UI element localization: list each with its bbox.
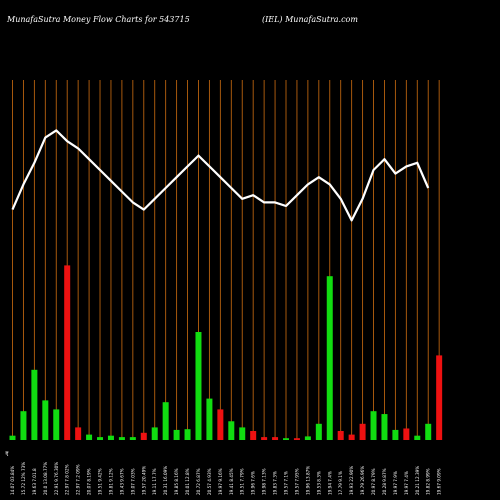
flow-bar — [184, 429, 191, 440]
chart-header-right: (IEL) MunafaSutra.com — [262, 15, 358, 24]
x-tick-label: 19.57 7.95% — [294, 468, 299, 495]
x-tick-label: 19.57 20.49% — [141, 466, 146, 495]
flow-bar — [217, 409, 224, 440]
x-tick-label: 19.81 9.12% — [108, 468, 113, 495]
flow-bar — [86, 434, 93, 440]
x-tick-label: 22.91 9.76.30% — [54, 462, 59, 495]
currency-mark: ₹ — [5, 451, 9, 458]
x-tick-label: 19.85 8.16% — [174, 468, 179, 495]
x-tick-label: 20.97 8.79% — [371, 468, 376, 495]
flow-bar — [206, 398, 213, 440]
flow-bar — [414, 435, 421, 440]
flow-bar — [337, 431, 344, 440]
gridlines — [12, 80, 440, 440]
x-tick-label: 17.79 9.1% — [338, 471, 343, 495]
flow-bar — [107, 435, 114, 440]
x-tick-label: 19.63 7.01.8 — [32, 468, 37, 495]
x-tick-label: 19.96 7.6% — [251, 471, 256, 495]
x-tick-label: 20.07 8.19% — [87, 468, 92, 495]
x-tick-label: 19.82 8.99% — [426, 468, 431, 495]
flow-bar — [326, 276, 333, 440]
x-tick-label: 19.93 22.90% — [349, 466, 354, 495]
flow-bar — [9, 435, 16, 440]
flow-bar — [359, 423, 366, 440]
flow-bar — [140, 432, 147, 440]
x-tick-label: 19.51 7.79% — [240, 468, 245, 495]
flow-bar — [151, 427, 158, 440]
x-tick-label: 19.79 26.96% — [360, 466, 365, 495]
x-tick-label: 19.43 9.67% — [119, 468, 124, 495]
x-tick-label: 19.07 7.03% — [130, 468, 135, 495]
x-tick-label: 19.83 7.3% — [273, 471, 278, 495]
flow-bar — [425, 423, 432, 440]
x-tick-label: 20.0 13.08.77% — [43, 462, 48, 495]
flow-bar — [162, 402, 169, 440]
flow-bar — [370, 411, 377, 440]
x-tick-label: 19.94 7.4% — [327, 471, 332, 495]
x-tick-label: 20.57 4.93% — [207, 468, 212, 495]
x-tick-label: 19.98 7.13% — [262, 468, 267, 495]
flow-bar — [64, 265, 71, 440]
flow-bar — [31, 369, 38, 440]
x-tick-label: 19.96 13.87% — [305, 466, 310, 495]
chart-header-left: MunafaSutra Money Flow Charts for 543715 — [7, 15, 190, 24]
x-tick-label: 19.51 9.42% — [98, 468, 103, 495]
flow-bar — [304, 436, 311, 440]
x-tick-label: 22.97 7.8 02% — [65, 464, 70, 495]
flow-bar — [129, 437, 136, 440]
flow-bar — [42, 400, 49, 440]
flow-bar — [436, 355, 443, 440]
flow-bar — [272, 437, 279, 440]
flow-bars — [9, 265, 443, 440]
flow-bar — [392, 429, 399, 440]
x-tick-label: 20.72 6.87% — [196, 468, 201, 495]
x-tick-label: 19.41 8.45% — [229, 468, 234, 495]
flow-bar — [173, 429, 180, 440]
flow-bar — [293, 438, 300, 440]
x-tick-label: 19.57 7.1% — [284, 471, 289, 495]
x-tick-label: 19.53 8.3% — [316, 471, 321, 495]
x-tick-label: 15.72 12% 73% — [21, 462, 26, 495]
flow-bar — [20, 411, 27, 440]
flow-bar — [348, 434, 355, 440]
flow-bar — [381, 414, 388, 440]
x-tick-label: 14.07 03.84% — [10, 466, 15, 495]
flow-bar — [75, 427, 82, 440]
x-tick-label: 20.31 16.09% — [163, 466, 168, 495]
flow-bar — [228, 421, 235, 440]
x-tick-label: 19.97 7.9% — [393, 471, 398, 495]
price-line-path — [11, 129, 430, 222]
flow-bar — [403, 428, 410, 440]
flow-bar — [118, 437, 125, 440]
price-line — [11, 129, 430, 222]
flow-bar — [239, 427, 246, 440]
flow-bar — [315, 423, 322, 440]
flow-bar — [53, 409, 60, 440]
x-tick-label: 19.11 17.7% — [152, 468, 157, 495]
x-tick-label: 19.97 9.16% — [218, 468, 223, 495]
flow-bar — [250, 431, 257, 440]
x-tick-labels: 14.07 03.84% 15.72 12% 73% 19.63 7.01.8 20.… — [10, 462, 442, 495]
flow-bar — [261, 437, 268, 440]
x-tick-label: 20.28 9.87% — [382, 468, 387, 495]
flow-bar — [195, 332, 202, 440]
x-tick-label: 22.97 7.2 09% — [76, 464, 81, 495]
flow-bar — [283, 438, 289, 440]
x-tick-label: 20.21 12.39% — [415, 466, 420, 495]
x-tick-label: 19.97 7.4% — [404, 471, 409, 495]
x-tick-label: 20.01 12.8% — [185, 468, 190, 495]
flow-bar — [97, 437, 104, 440]
x-tick-label: 19.67 9.09% — [437, 468, 442, 495]
